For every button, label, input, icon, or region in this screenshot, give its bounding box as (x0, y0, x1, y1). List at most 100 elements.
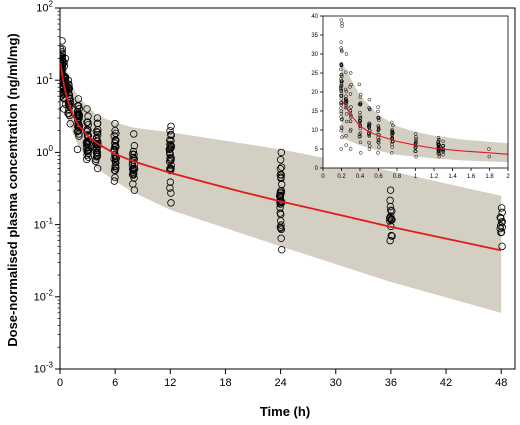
observed-point (130, 130, 138, 138)
inset-observed-point (339, 73, 343, 77)
observed-point (167, 199, 175, 207)
inset-observed-point (339, 40, 343, 44)
inset-observed-point (436, 139, 441, 143)
inset-observed-point (414, 137, 418, 141)
observed-point (498, 204, 506, 212)
inset-y-tick-label: 30 (311, 52, 318, 58)
inset-observed-point (367, 107, 372, 112)
inset-observed-point (358, 124, 362, 128)
observed-point (167, 130, 175, 139)
observed-point (278, 245, 286, 254)
observed-point (498, 242, 506, 251)
inset-observed-point (344, 101, 348, 105)
observed-point (75, 105, 83, 113)
observed-point (75, 132, 83, 140)
x-tick-label: 24 (274, 377, 286, 389)
inset-observed-point (340, 117, 344, 121)
observed-point (276, 209, 284, 217)
observed-point (112, 158, 120, 167)
inset-observed-point (348, 147, 353, 151)
inset-observed-point (344, 70, 348, 74)
y-tick-label: 10-1 (34, 216, 54, 231)
observed-point (276, 223, 285, 231)
inset-observed-point (367, 124, 371, 129)
observed-point (276, 192, 285, 200)
inset-observed-point (340, 49, 344, 54)
observed-point (110, 166, 119, 174)
inset-observed-point (339, 63, 343, 68)
observed-point (129, 180, 137, 188)
inset-observed-point (349, 127, 353, 132)
observed-point (93, 148, 102, 156)
observed-point (73, 145, 82, 154)
observed-point (130, 160, 139, 168)
inset-observed-point (344, 119, 349, 124)
inset-observed-point (349, 105, 353, 109)
observed-point (165, 157, 174, 166)
inset-observed-point (437, 137, 441, 142)
observed-point (93, 114, 102, 122)
inset-observed-point (340, 24, 344, 28)
inset-observed-point (344, 112, 349, 116)
observed-point (93, 128, 102, 136)
observed-point (166, 141, 175, 150)
x-tick-label: 0 (57, 377, 63, 389)
observed-point (64, 109, 72, 118)
inset-y-tick-label: 5 (315, 147, 319, 153)
observed-point (276, 187, 285, 196)
observed-point (74, 110, 82, 119)
y-tick-label: 101 (36, 72, 53, 87)
inset-observed-point (367, 97, 372, 102)
inset-median-prediction-line-layer (341, 99, 508, 155)
inset-observed-point (437, 152, 442, 156)
y-tick-label: 10-3 (34, 361, 54, 376)
inset-observed-point (441, 139, 445, 144)
inset-observed-point (414, 135, 418, 139)
inset-observed-point (368, 144, 372, 148)
inset-x-tick-label: 0 (321, 174, 325, 180)
observed-point (110, 132, 118, 140)
inset-observed-point (348, 108, 353, 113)
observed-point (387, 231, 395, 240)
inset-observed-point (358, 92, 363, 97)
inset-observed-point (414, 138, 418, 143)
observed-point (112, 155, 120, 163)
inset-y-tick-label: 15 (311, 109, 318, 115)
inset-observed-point (339, 89, 343, 93)
inset-observed-point (357, 102, 362, 106)
inset-observed-point (344, 89, 349, 94)
inset-x-tick-label: 0.2 (337, 174, 346, 180)
inset-observed-point (340, 21, 344, 26)
inset-y-tick-label: 10 (311, 128, 318, 134)
y-axis-title: Dose-normalised plasma concentration (ng… (5, 33, 20, 347)
observed-point (84, 139, 92, 147)
observed-point (93, 152, 102, 160)
inset-x-tick-label: 1.8 (485, 174, 494, 180)
observed-point (386, 186, 395, 194)
observed-point (84, 153, 92, 161)
inset-observed-point (339, 147, 344, 151)
inset-observed-point (414, 140, 418, 145)
observed-point (65, 81, 73, 89)
inset-observed-point (358, 134, 363, 139)
inset-y-tick-label: 25 (311, 71, 318, 77)
inset-observed-point (377, 137, 381, 142)
observed-point (277, 174, 285, 183)
observed-point (276, 203, 284, 212)
observed-point (166, 178, 175, 186)
median-prediction-line (60, 61, 502, 252)
inset-observed-point (376, 116, 381, 121)
inset-observed-point (339, 18, 344, 22)
x-axis-title: Time (h) (260, 404, 310, 419)
observed-point (276, 165, 285, 173)
inset-y-tick-label: 40 (311, 14, 318, 20)
observed-point (111, 162, 120, 170)
inset-observed-point (339, 62, 344, 66)
x-tick-label: 30 (330, 377, 342, 389)
inset-observed-point (339, 111, 343, 116)
observed-point (65, 101, 74, 109)
x-tick-label: 36 (385, 377, 397, 389)
observed-point (386, 236, 394, 245)
observed-point (387, 206, 395, 215)
